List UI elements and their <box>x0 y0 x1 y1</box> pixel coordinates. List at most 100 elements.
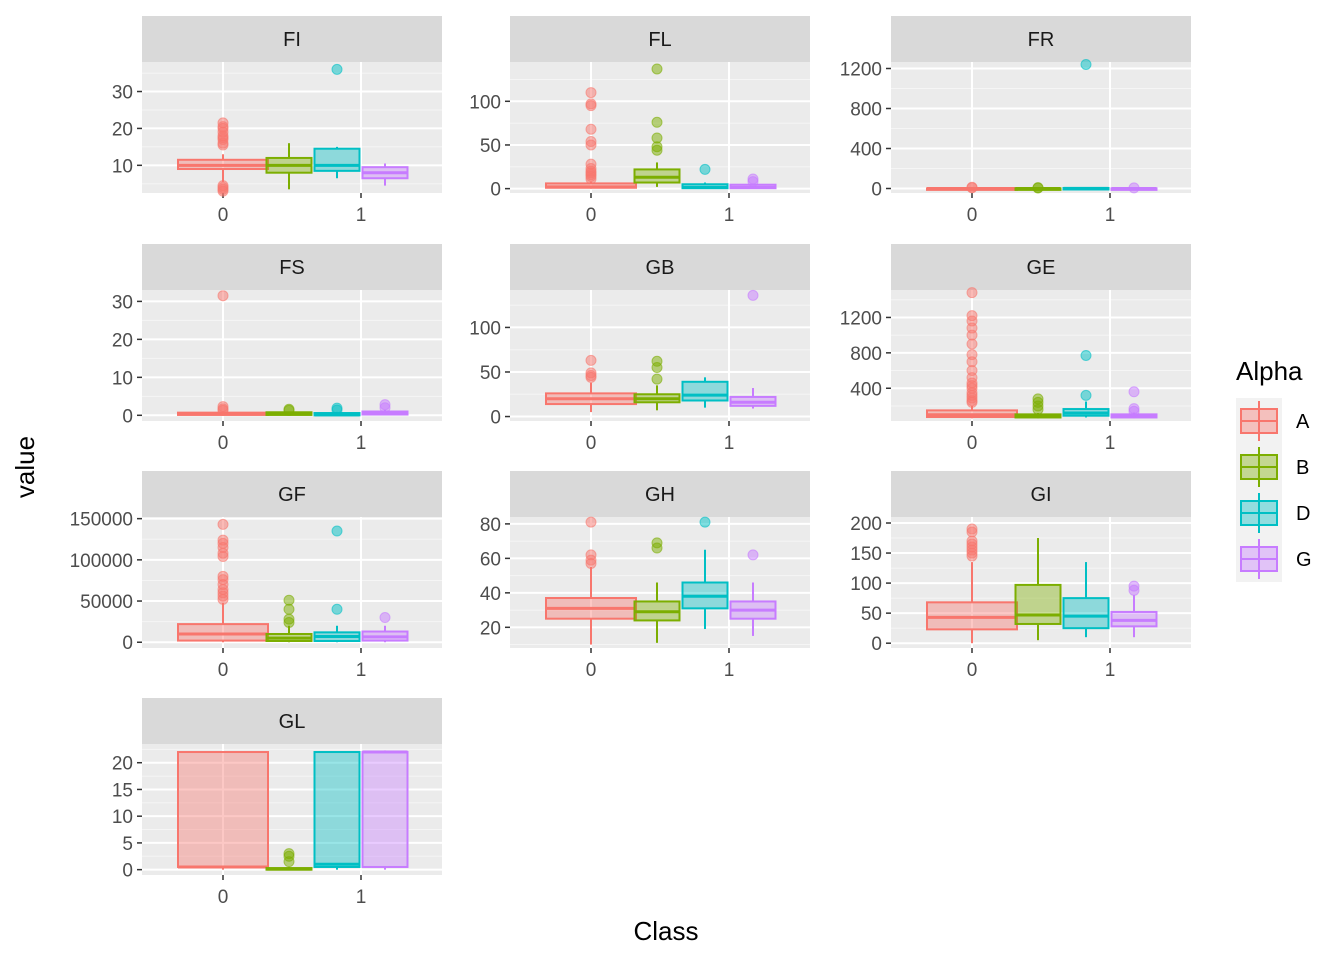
panel-gi-strip <box>891 471 1191 517</box>
panel-gf-strip <box>142 471 442 517</box>
legend-label: D <box>1296 503 1310 525</box>
panel-fr-background <box>891 62 1191 193</box>
legend-key-b: B <box>1236 444 1309 490</box>
panel-fi-ytick-label: 30 <box>112 83 133 104</box>
panel-fs-box-1-b <box>265 403 313 416</box>
panel-gl-ytick-label: 10 <box>112 807 133 828</box>
panel-fl-ytick-label: 0 <box>490 180 501 201</box>
panel-gl-ytick-label: 5 <box>122 834 133 855</box>
panel-fl: FL 0 50 100 0 1 <box>469 16 810 226</box>
panel-fr-xtick-label: 1 <box>1105 205 1116 226</box>
panel-gi-box-1-d <box>1062 562 1110 638</box>
panel-ge-ytick-label: 1200 <box>840 308 882 329</box>
outlier-point <box>651 63 663 75</box>
outlier-point <box>379 399 391 411</box>
outlier-point <box>1032 182 1044 194</box>
outlier-point <box>331 525 343 537</box>
outlier-point <box>283 403 295 415</box>
panel-gl-xtick-label: 1 <box>356 887 367 908</box>
panel-gi-ytick-label: 200 <box>850 514 882 535</box>
outlier-point <box>217 534 229 546</box>
legend-key-a: A <box>1236 398 1310 444</box>
panel-fl-box-1-b <box>633 63 681 187</box>
panel-ge-box-1-g <box>1110 386 1158 419</box>
outlier-point <box>651 116 663 128</box>
panel-ge-ytick-label: 400 <box>850 379 882 400</box>
outlier-point <box>283 848 295 860</box>
panel-gh-ytick-label: 80 <box>480 515 501 536</box>
outlier-point <box>1128 386 1140 398</box>
panel-fl-strip <box>510 16 810 62</box>
panel-gh-box-1-d <box>681 516 729 630</box>
outlier-point <box>1128 580 1140 592</box>
panel-gb-strip <box>510 244 810 290</box>
panel-gf-ytick-label: 150000 <box>70 510 133 531</box>
panel-gh-background <box>510 517 810 648</box>
panel-gb-strip-title: GB <box>646 257 675 279</box>
outlier-point <box>651 132 663 144</box>
panel-gb-xtick-label: 0 <box>586 433 597 454</box>
panel-gh-ytick-label: 40 <box>480 584 501 605</box>
box-body <box>361 751 409 868</box>
outlier-point <box>747 289 759 301</box>
outlier-point <box>379 612 391 624</box>
legend-key-g: G <box>1236 536 1312 582</box>
panel-fl-xtick-label: 0 <box>586 205 597 226</box>
panel-fi-xtick-label: 1 <box>356 205 367 226</box>
box-body <box>1062 597 1110 630</box>
panel-ge-xtick-label: 1 <box>1105 433 1116 454</box>
box-body <box>177 751 269 868</box>
panel-fi-box-1-g <box>361 163 409 186</box>
outlier-point <box>966 287 978 299</box>
outlier-point <box>331 603 343 615</box>
outlier-point <box>331 63 343 75</box>
panel-gh-xtick-label: 0 <box>586 660 597 681</box>
panel-gi-box-1-b <box>1014 538 1062 641</box>
outlier-point <box>699 516 711 528</box>
panel-gf-strip-title: GF <box>278 484 306 506</box>
panel-gf-box-1-b <box>265 594 313 643</box>
outlier-point <box>217 570 229 582</box>
outlier-point <box>651 355 663 367</box>
panel-gl-box-1-g <box>361 750 409 870</box>
panel-fl-ytick-label: 100 <box>469 92 501 113</box>
panel-gb-box-1-g <box>729 289 777 409</box>
panel-fr-strip <box>891 16 1191 62</box>
panel-fs-xtick-label: 0 <box>218 433 229 454</box>
panel-gi-box-1-g <box>1110 580 1158 638</box>
outlier-point <box>283 594 295 606</box>
panel-gl-strip-title: GL <box>279 711 306 733</box>
panel-gf-xtick-label: 0 <box>218 660 229 681</box>
panel-gb: GB 0 50 100 0 1 <box>469 244 810 454</box>
outlier-point <box>966 523 978 535</box>
y-axis-label: value <box>10 436 40 498</box>
legend: A B D G <box>1236 398 1312 582</box>
outlier-point <box>585 158 597 170</box>
legend-title: Alpha <box>1236 356 1303 386</box>
panel-gf-box-1-g <box>361 612 409 643</box>
outlier-point <box>651 537 663 549</box>
panel-gl-xtick-label: 0 <box>218 887 229 908</box>
panel-gl-box-1-d <box>313 751 361 870</box>
panel-fl-strip-title: FL <box>648 29 671 51</box>
panel-fr-box-1-d <box>1062 59 1110 191</box>
panel-gi-box-0-a <box>926 523 1018 644</box>
box-body <box>681 380 729 402</box>
panel-fl-box-0-a <box>545 87 637 189</box>
box-body <box>926 601 1018 631</box>
panel-gi-xtick-label: 1 <box>1105 660 1116 681</box>
outlier-point <box>217 117 229 129</box>
outlier-point <box>1080 389 1092 401</box>
panel-fi-ytick-label: 10 <box>112 156 133 177</box>
box-body <box>177 623 269 642</box>
outlier-point <box>1080 59 1092 70</box>
panel-fi-box-1-d <box>313 63 361 179</box>
panel-gb-box-1-d <box>681 377 729 408</box>
outlier-point <box>966 310 978 322</box>
panel-ge-xtick-label: 0 <box>967 433 978 454</box>
panel-fs: FS 0 10 20 30 0 1 <box>112 244 442 454</box>
panel-fr-ytick-label: 400 <box>850 140 882 161</box>
panel-gf: GF 0 50000 100000 150000 0 1 <box>70 471 442 681</box>
panel-ge-box-0-a <box>926 287 1018 419</box>
